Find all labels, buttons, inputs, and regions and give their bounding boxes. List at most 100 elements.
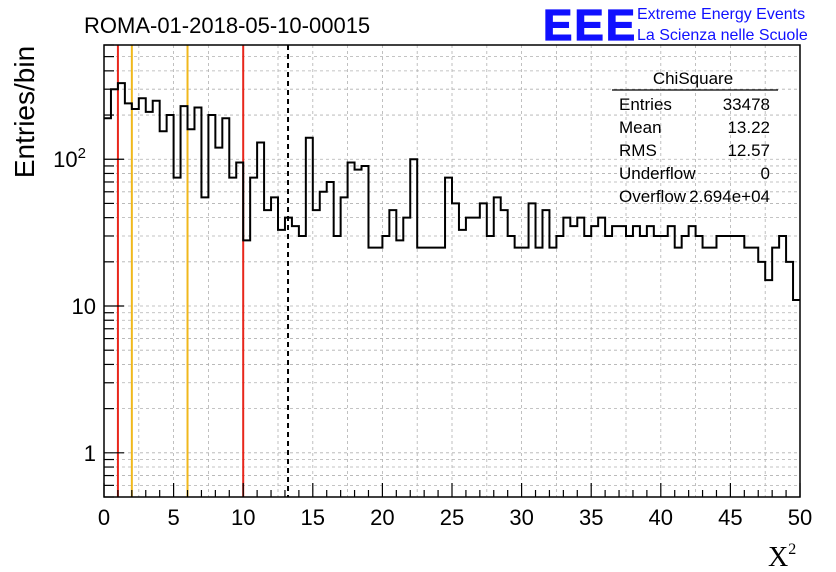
histogram-bin — [751, 248, 758, 497]
x-tick-label: 15 — [301, 505, 325, 530]
histogram-bin — [313, 210, 320, 497]
stats-label-rms: RMS — [619, 141, 657, 160]
histogram-bin — [452, 203, 459, 497]
histogram-bin — [125, 103, 132, 497]
stats-value-rms: 12.57 — [727, 141, 770, 160]
stats-label-mean: Mean — [619, 118, 662, 137]
logo-line-1: Extreme Energy Events — [637, 6, 805, 23]
histogram-bin — [201, 197, 208, 497]
histogram-bin — [236, 162, 243, 497]
y-tick-label: 1 — [84, 441, 96, 466]
histogram-bin — [417, 248, 424, 497]
x-tick-label: 35 — [579, 505, 603, 530]
y-axis-label: Entries/bin — [9, 46, 40, 178]
histogram-bin — [501, 210, 508, 497]
x-tick-label: 40 — [649, 505, 673, 530]
histogram-bin — [438, 248, 445, 497]
x-tick-label: 0 — [98, 505, 110, 530]
stats-label-overflow: Overflow — [619, 187, 687, 206]
histogram-bin — [647, 226, 654, 497]
histogram-bin — [765, 280, 772, 497]
histogram-bin — [473, 218, 480, 497]
histogram-bin — [424, 248, 431, 497]
histogram-bin — [508, 236, 515, 497]
histogram-bin — [626, 236, 633, 497]
histogram-bin — [403, 218, 410, 497]
histogram-bin — [466, 218, 473, 497]
histogram-bin — [723, 236, 730, 497]
histogram-bin — [264, 210, 271, 497]
histogram-bin — [549, 248, 556, 497]
histogram-bin — [640, 236, 647, 497]
histogram-bin — [104, 118, 111, 497]
logo-eee-text: EEE — [543, 1, 637, 50]
histogram-bin — [327, 182, 334, 497]
histogram-bin — [515, 248, 522, 497]
histogram-bin — [292, 226, 299, 497]
histogram-bin — [132, 109, 139, 497]
histogram-bin — [348, 162, 355, 497]
histogram-bin — [577, 218, 584, 497]
stats-value-entries: 33478 — [723, 95, 770, 114]
x-tick-label: 50 — [788, 505, 812, 530]
histogram-bin — [675, 248, 682, 497]
histogram-bin — [153, 101, 160, 497]
x-tick-label: 10 — [231, 505, 255, 530]
y-tick-label: 102 — [53, 145, 86, 172]
histogram-bin — [779, 236, 786, 497]
chart-title: ROMA-01-2018-05-10-00015 — [84, 13, 370, 38]
histogram-bin — [410, 159, 417, 497]
histogram-bin — [181, 106, 188, 497]
stats-value-underflow: 0 — [761, 164, 770, 183]
histogram-bin — [271, 197, 278, 497]
x-tick-label: 20 — [370, 505, 394, 530]
histogram-bin — [257, 143, 264, 497]
histogram-bin — [633, 226, 640, 497]
histogram-outline — [104, 82, 800, 301]
histogram-bin — [536, 248, 543, 497]
histogram-bin — [382, 236, 389, 497]
histogram-bin — [542, 210, 549, 497]
histogram-bin — [556, 236, 563, 497]
stats-label-underflow: Underflow — [619, 164, 696, 183]
ticks-layer: 0 5 10 15 20 25 30 35 40 45 50 1 10 102 — [53, 44, 812, 530]
histogram-bin — [703, 248, 710, 497]
histogram-bin — [737, 236, 744, 497]
histogram-bin — [744, 248, 751, 497]
histogram-bin — [570, 226, 577, 497]
histogram-layer — [104, 82, 800, 497]
histogram-bin — [591, 226, 598, 497]
histogram-bin — [758, 262, 765, 497]
histogram-bin — [459, 230, 466, 497]
x-tick-label: 45 — [718, 505, 742, 530]
histogram-bin — [730, 236, 737, 497]
histogram-bin — [174, 178, 181, 497]
histogram-bin — [661, 236, 668, 497]
histogram-bin — [619, 226, 626, 497]
histogram-bin — [389, 210, 396, 497]
histogram-bin — [793, 300, 800, 497]
x-tick-label: 30 — [509, 505, 533, 530]
histogram-bin — [215, 148, 222, 497]
histogram-bin — [368, 248, 375, 497]
histogram-bin — [194, 108, 201, 497]
histogram-bin — [250, 178, 257, 497]
histogram-bin — [786, 262, 793, 497]
x-tick-label: 25 — [440, 505, 464, 530]
histogram-bin — [696, 236, 703, 497]
histogram-bin — [529, 203, 536, 497]
histogram-bin — [222, 118, 229, 497]
histogram-bin — [188, 129, 195, 497]
histogram-bin — [243, 240, 250, 497]
histogram-bin — [480, 203, 487, 497]
histogram-bin — [341, 197, 348, 497]
histogram-bin — [494, 197, 501, 497]
histogram-bin — [278, 230, 285, 497]
histogram-bin — [118, 83, 125, 497]
histogram-bin — [111, 89, 118, 497]
histogram-bin — [654, 236, 661, 497]
histogram-bin — [208, 115, 215, 497]
histogram-bin — [772, 248, 779, 497]
